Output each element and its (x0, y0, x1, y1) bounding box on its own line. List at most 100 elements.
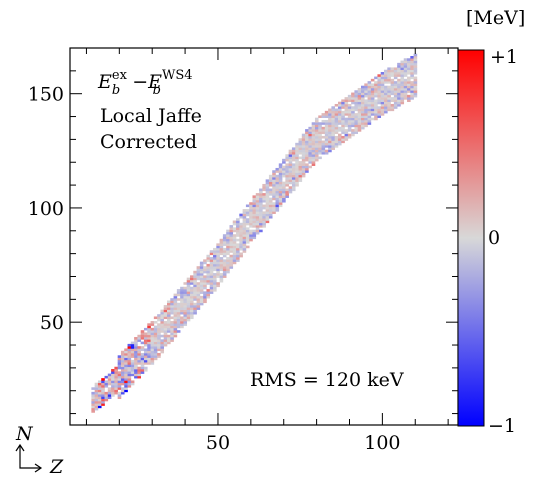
residual-cell (321, 119, 326, 123)
residual-cell (239, 229, 243, 233)
residual-cell (190, 279, 194, 283)
residual-cell (213, 279, 217, 283)
residual-cell (170, 337, 174, 340)
residual-cell (393, 69, 398, 73)
residual-cell (357, 126, 362, 130)
residual-cell (341, 110, 345, 114)
residual-cell (150, 341, 155, 345)
residual-cell (176, 323, 181, 326)
residual-cell (357, 108, 362, 112)
residual-cell (301, 133, 306, 137)
residual-cell (242, 209, 247, 212)
residual-cell (407, 71, 411, 75)
residual-cell (130, 373, 135, 377)
residual-cell (94, 405, 99, 409)
y-tick-label: 50 (40, 312, 64, 334)
residual-cell (252, 225, 257, 228)
residual-cell (134, 348, 138, 352)
residual-cell (301, 174, 306, 178)
residual-cell (216, 243, 220, 246)
residual-cell (377, 92, 382, 96)
residual-cell (318, 142, 322, 146)
residual-cell (341, 103, 345, 107)
residual-cell (153, 353, 158, 356)
residual-cell (252, 197, 257, 201)
residual-cell (321, 151, 326, 155)
residual-cell (259, 222, 263, 226)
residual-cell (196, 284, 201, 288)
residual-cell (357, 117, 362, 121)
residual-cell (367, 90, 372, 93)
residual-cell (354, 117, 359, 121)
residual-cell (222, 270, 227, 274)
residual-cell (344, 124, 349, 128)
residual-cell (216, 268, 220, 272)
residual-cell (153, 325, 158, 329)
residual-cell (150, 350, 155, 354)
residual-cell (341, 101, 345, 105)
residual-cell (255, 206, 260, 210)
residual-cell (318, 131, 322, 134)
residual-cell (120, 369, 125, 372)
residual-cell (143, 348, 148, 352)
residual-cell (301, 161, 306, 164)
residual-cell (357, 115, 362, 118)
residual-cell (265, 202, 270, 205)
residual-cell (259, 225, 263, 228)
residual-cell (219, 266, 224, 269)
residual-cell (351, 94, 355, 98)
residual-cell (239, 254, 243, 258)
residual-cell (295, 167, 299, 171)
residual-cell (157, 325, 161, 329)
residual-cell (153, 334, 158, 338)
residual-cell (229, 227, 234, 230)
residual-cell (361, 113, 365, 116)
residual-cell (308, 133, 312, 137)
residual-cell (173, 302, 178, 306)
residual-cell (282, 186, 286, 189)
residual-cell (275, 190, 280, 194)
residual-cell (94, 401, 99, 404)
residual-cell (216, 282, 220, 285)
residual-cell (282, 165, 286, 169)
residual-cell (314, 140, 319, 144)
residual-cell (351, 110, 355, 114)
residual-cell (245, 234, 250, 237)
residual-cell (173, 332, 178, 336)
residual-cell (278, 190, 283, 194)
residual-cell (374, 110, 378, 114)
residual-cell (130, 380, 135, 384)
residual-cell (305, 154, 309, 157)
residual-cell (147, 327, 151, 331)
residual-cell (249, 202, 253, 205)
residual-cell (384, 71, 388, 75)
residual-cell (163, 323, 168, 326)
residual-cell (153, 316, 158, 320)
residual-cell (196, 286, 201, 290)
residual-cell (196, 275, 201, 278)
residual-cell (226, 261, 230, 265)
residual-cell (176, 298, 181, 301)
residual-cell (124, 380, 128, 384)
residual-cell (387, 71, 391, 75)
residual-cell (222, 243, 227, 246)
annotation-line1: Eex b −EWS4 b (97, 68, 193, 98)
residual-cell (370, 97, 375, 100)
residual-cell (209, 286, 214, 290)
residual-cell (157, 341, 161, 345)
residual-cell (278, 183, 283, 187)
residual-cell (163, 316, 168, 320)
residual-cell (107, 396, 112, 400)
residual-cell (311, 142, 316, 146)
residual-cell (219, 273, 224, 276)
residual-cell (291, 147, 296, 150)
residual-cell (387, 108, 391, 112)
residual-cell (374, 108, 378, 112)
residual-cell (134, 339, 138, 342)
residual-cell (357, 101, 362, 105)
residual-cell (209, 291, 214, 294)
residual-cell (265, 188, 270, 192)
residual-cell (173, 307, 178, 310)
residual-cell (183, 311, 188, 315)
